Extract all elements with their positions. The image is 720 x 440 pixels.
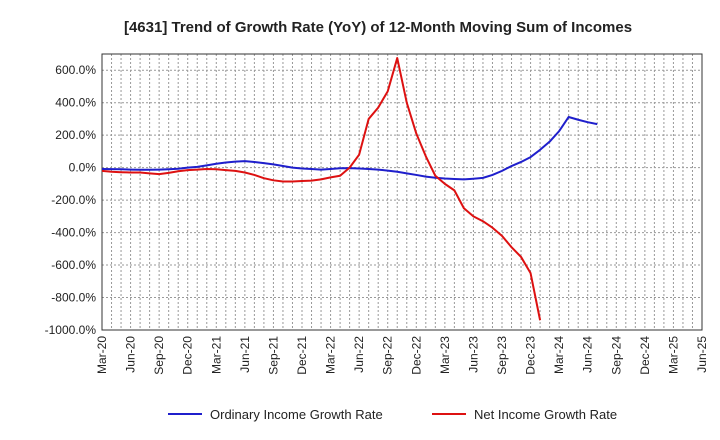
y-tick-label: -200.0%	[51, 193, 96, 207]
y-tick-label: -1000.0%	[45, 323, 97, 337]
x-tick-label: Jun-21	[238, 336, 252, 373]
x-tick-label: Mar-25	[666, 336, 680, 374]
x-tick-label: Dec-21	[295, 336, 309, 375]
x-tick-label: Dec-24	[638, 336, 652, 375]
x-tick-label: Sep-20	[152, 336, 166, 375]
y-tick-label: 0.0%	[69, 161, 97, 175]
y-tick-label: 200.0%	[55, 128, 96, 142]
x-tick-label: Mar-22	[324, 336, 338, 374]
x-tick-label: Mar-23	[438, 336, 452, 374]
x-tick-label: Mar-24	[552, 336, 566, 374]
y-tick-label: -600.0%	[51, 258, 96, 272]
x-tick-label: Jun-25	[695, 336, 709, 373]
x-tick-label: Mar-21	[209, 336, 223, 374]
x-tick-label: Dec-22	[409, 336, 423, 375]
x-tick-label: Jun-24	[581, 336, 595, 373]
y-tick-label: 400.0%	[55, 96, 96, 110]
x-tick-label: Dec-23	[524, 336, 538, 375]
x-tick-label: Jun-22	[352, 336, 366, 373]
x-tick-label: Jun-20	[124, 336, 138, 373]
y-tick-label: 600.0%	[55, 63, 96, 77]
x-tick-label: Dec-20	[181, 336, 195, 375]
y-tick-label: -400.0%	[51, 226, 96, 240]
x-tick-label: Jun-23	[466, 336, 480, 373]
x-tick-label: Sep-22	[381, 336, 395, 375]
x-tick-label: Sep-23	[495, 336, 509, 375]
plot-area-border	[101, 53, 703, 331]
x-tick-label: Sep-21	[266, 336, 280, 375]
y-tick-label: -800.0%	[51, 291, 96, 305]
legend-label: Ordinary Income Growth Rate	[210, 407, 383, 422]
chart-title: [4631] Trend of Growth Rate (YoY) of 12-…	[124, 19, 632, 36]
x-tick-label: Mar-20	[95, 336, 109, 374]
x-tick-label: Sep-24	[609, 336, 623, 375]
series-line-net-income	[102, 57, 542, 321]
legend-label: Net Income Growth Rate	[474, 407, 617, 422]
